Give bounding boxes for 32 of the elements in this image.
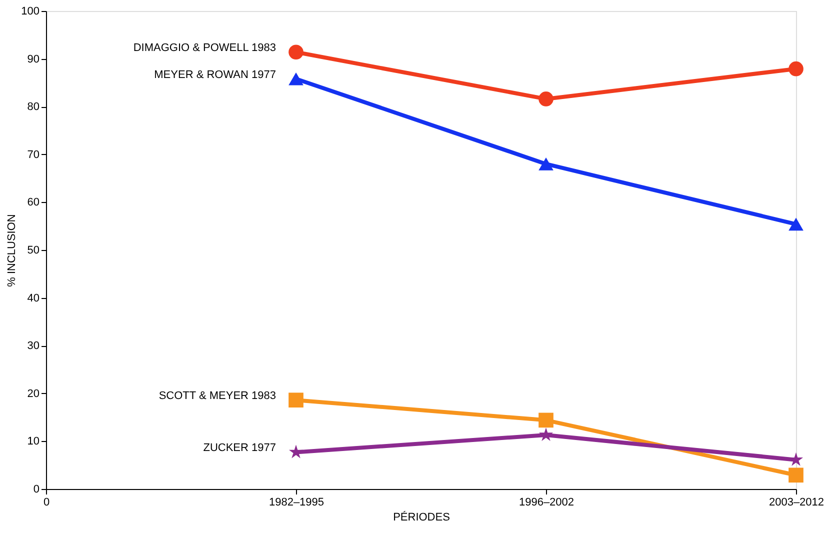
point [288, 392, 304, 408]
x-tick-label: 1996–2002 [518, 496, 574, 508]
x-axis-title: PÉRIODES [393, 510, 450, 524]
x-tick-label: 0 [43, 496, 50, 508]
y-tick-label: 100 [21, 6, 40, 18]
series-label: ZUCKER 1977 [203, 442, 276, 454]
y-tick-label: 0 [33, 484, 40, 496]
y-tick-label: 40 [27, 292, 40, 304]
y-tick-label: 80 [27, 101, 40, 114]
y-tick-label: 50 [27, 244, 40, 256]
point [288, 444, 304, 458]
y-tick-label: 60 [27, 196, 40, 209]
point [788, 61, 804, 76]
point [788, 468, 804, 483]
y-tick-label: 10 [27, 436, 40, 448]
y-tick-label: 70 [27, 148, 40, 161]
series-label: DIMAGGIO & POWELL 1983 [133, 42, 276, 54]
x-tick-label: 1982–1995 [268, 496, 324, 508]
point [538, 92, 554, 106]
y-axis-title: % INCLUSION [6, 214, 18, 287]
point [288, 44, 304, 60]
point [538, 158, 554, 170]
x-tick-label: 2003–2012 [768, 496, 824, 508]
y-tick-label: 20 [27, 388, 40, 400]
point [788, 218, 804, 231]
y-tick-label: 90 [27, 53, 40, 66]
series-label: MEYER & ROWAN 1977 [154, 68, 276, 81]
series-label: SCOTT & MEYER 1983 [158, 390, 276, 402]
point [538, 412, 554, 428]
point [288, 72, 304, 86]
y-tick-label: 30 [27, 340, 40, 352]
point [538, 428, 554, 441]
